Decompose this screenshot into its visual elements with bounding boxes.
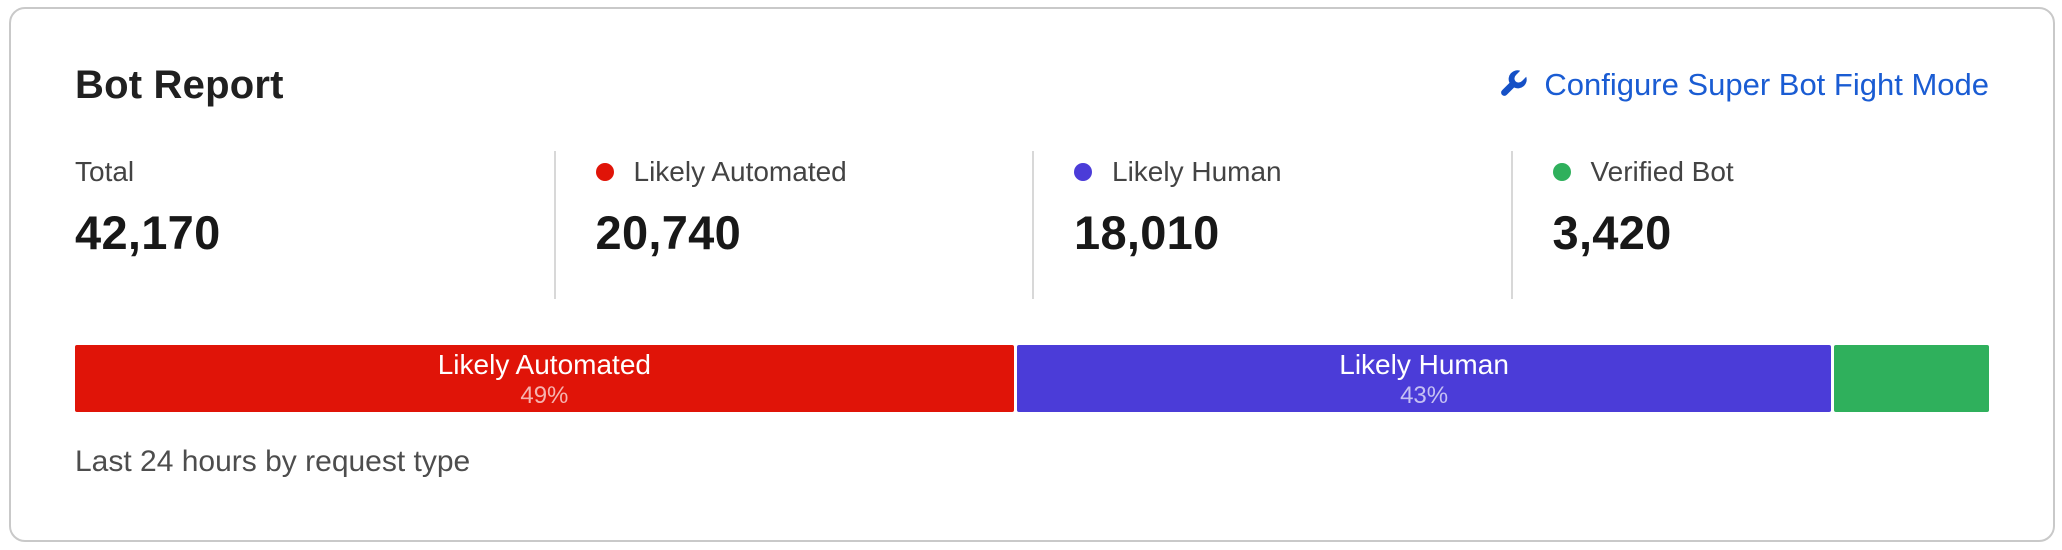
bar-segment-likely-automated: Likely Automated 49% bbox=[75, 345, 1014, 412]
stat-likely-human-label: Likely Human bbox=[1112, 156, 1282, 187]
bot-report-card: Bot Report Configure Super Bot Fight Mod… bbox=[9, 7, 2055, 542]
stat-verified-bot-value: 3,420 bbox=[1552, 206, 1672, 259]
segment-percent: 43% bbox=[1400, 381, 1449, 409]
likely-automated-dot-icon bbox=[595, 163, 614, 181]
stat-verified-bot: Verified Bot 3,420 bbox=[1510, 151, 1990, 299]
page-title: Bot Report bbox=[75, 62, 284, 107]
timeframe-caption: Last 24 hours by request type bbox=[75, 445, 471, 478]
bar-segment-likely-human: Likely Human 43% bbox=[1016, 345, 1832, 412]
configure-link-label: Configure Super Bot Fight Mode bbox=[1544, 67, 1989, 102]
bar-segment-verified-bot bbox=[1834, 345, 1989, 412]
stat-total-value: 42,170 bbox=[75, 206, 221, 259]
stat-likely-human: Likely Human 18,010 bbox=[1032, 151, 1511, 299]
stat-likely-automated-value: 20,740 bbox=[595, 206, 742, 259]
verified-bot-dot-icon bbox=[1552, 163, 1571, 181]
configure-super-bot-fight-mode-link[interactable]: Configure Super Bot Fight Mode bbox=[1495, 67, 1989, 103]
stat-likely-human-value: 18,010 bbox=[1074, 206, 1220, 259]
stat-total-label: Total bbox=[75, 156, 135, 187]
segment-label: Likely Automated bbox=[437, 348, 651, 380]
stat-total: Total 42,170 bbox=[75, 151, 554, 299]
card-header: Bot Report Configure Super Bot Fight Mod… bbox=[75, 61, 1989, 109]
stat-likely-automated-label: Likely Automated bbox=[633, 156, 847, 187]
segment-label: Likely Human bbox=[1339, 348, 1509, 380]
wrench-icon bbox=[1501, 70, 1528, 96]
stat-likely-automated: Likely Automated 20,740 bbox=[553, 151, 1033, 299]
segment-percent: 49% bbox=[520, 381, 569, 409]
stats-row: Total 42,170 Likely Automated 20,740 Lik… bbox=[75, 151, 1989, 299]
stat-verified-bot-label: Verified Bot bbox=[1590, 156, 1734, 187]
likely-human-dot-icon bbox=[1074, 163, 1092, 181]
request-type-stacked-bar: Likely Automated 49% Likely Human 43% bbox=[75, 345, 1989, 412]
